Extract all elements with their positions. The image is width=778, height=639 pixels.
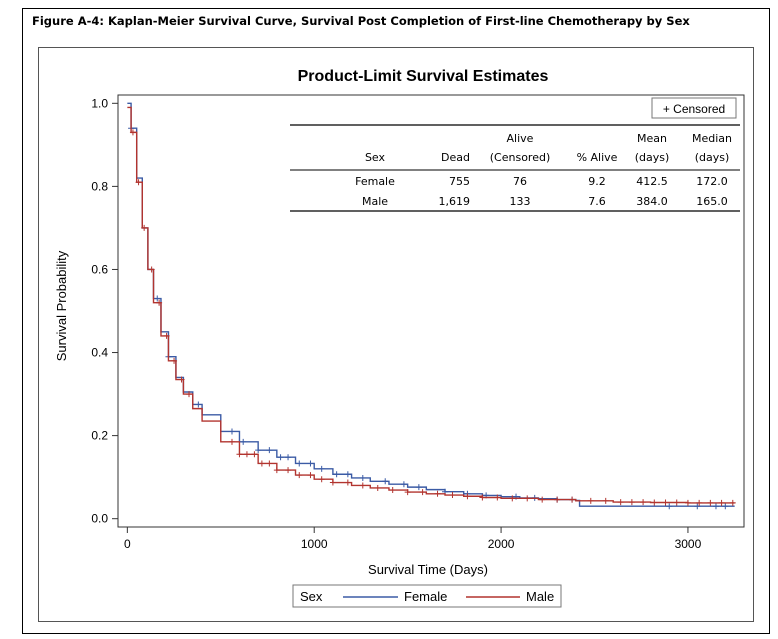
table-header-cell: Dead <box>441 151 470 164</box>
censor-mark-male <box>319 476 325 482</box>
y-axis: 0.0 0.2 0.4 0.6 0.8 1.0 <box>91 96 118 525</box>
censor-mark-male <box>730 500 736 506</box>
table-cell: 1,619 <box>439 195 471 208</box>
censor-mark-female <box>319 466 325 472</box>
censor-mark-male <box>651 499 657 505</box>
censor-mark-male <box>307 472 313 478</box>
censor-mark-male <box>618 499 624 505</box>
table-cell: 412.5 <box>636 175 668 188</box>
censor-mark-male <box>719 500 725 506</box>
censor-mark-female <box>713 503 719 509</box>
censor-mark-male <box>229 439 235 445</box>
x-axis-label: Survival Time (Days) <box>368 562 488 577</box>
censor-mark-female <box>666 503 672 509</box>
censor-mark-male <box>345 480 351 486</box>
censor-mark-male <box>707 500 713 506</box>
table-cell: Female <box>355 175 395 188</box>
y-tick-label: 1.0 <box>91 96 108 110</box>
y-tick-label: 0.0 <box>91 512 108 526</box>
censor-mark-female <box>722 503 728 509</box>
censor-mark-female <box>240 439 246 445</box>
censored-legend-label: + Censored <box>663 102 725 116</box>
censor-mark-male <box>449 492 455 498</box>
censor-mark-female <box>255 447 261 453</box>
censor-mark-female <box>360 475 366 481</box>
censor-mark-female <box>285 454 291 460</box>
table-cell: 172.0 <box>696 175 728 188</box>
censor-mark-male <box>296 472 302 478</box>
x-tick-label: 2000 <box>488 537 515 551</box>
table-header-cell: Alive <box>507 132 534 145</box>
censor-mark-male <box>674 499 680 505</box>
censor-mark-male <box>285 467 291 473</box>
censor-mark-male <box>569 497 575 503</box>
table-header-cell: Sex <box>365 151 386 164</box>
legend-title: Sex <box>300 589 323 604</box>
censor-mark-male <box>390 487 396 493</box>
censor-mark-female <box>307 460 313 466</box>
censor-mark-female <box>278 454 284 460</box>
x-tick-label: 3000 <box>675 537 702 551</box>
table-header-cell: Mean <box>637 132 667 145</box>
censor-mark-male <box>244 451 250 457</box>
y-tick-label: 0.2 <box>91 429 108 443</box>
censor-mark-male <box>330 480 336 486</box>
censor-mark-female <box>266 447 272 453</box>
censor-mark-male <box>251 451 257 457</box>
censor-mark-female <box>229 428 235 434</box>
censor-mark-male <box>603 498 609 504</box>
censor-mark-female <box>345 471 351 477</box>
censor-mark-female <box>296 460 302 466</box>
censor-mark-male <box>640 499 646 505</box>
inset-table: Alive Mean Median Sex Dead (Censored) % Alive (… <box>290 125 740 211</box>
table-header-cell: % Alive <box>577 151 618 164</box>
table-header-cell: (days) <box>695 151 730 164</box>
table-cell: 755 <box>449 175 470 188</box>
table-header-cell: (days) <box>635 151 670 164</box>
censor-mark-male <box>236 451 242 457</box>
y-tick-label: 0.4 <box>91 346 108 360</box>
censor-mark-female <box>382 478 388 484</box>
censor-mark-male <box>524 495 530 501</box>
table-cell: 7.6 <box>588 195 606 208</box>
table-header-cell: (Censored) <box>490 151 551 164</box>
chart-title: Product-Limit Survival Estimates <box>298 68 549 85</box>
censor-mark-male <box>685 500 691 506</box>
censor-mark-male <box>420 489 426 495</box>
y-tick-label: 0.6 <box>91 262 108 276</box>
x-axis: 0 1000 2000 3000 <box>124 527 702 551</box>
table-cell: 384.0 <box>636 195 668 208</box>
table-cell: Male <box>362 195 388 208</box>
x-tick-label: 1000 <box>301 537 328 551</box>
censor-mark-male <box>274 467 280 473</box>
series-line-male <box>127 107 734 502</box>
censor-mark-male <box>360 482 366 488</box>
censor-mark-male <box>588 498 594 504</box>
censor-mark-female <box>334 471 340 477</box>
table-cell: 165.0 <box>696 195 728 208</box>
censor-mark-male <box>435 491 441 497</box>
x-tick-label: 0 <box>124 537 131 551</box>
legend-label-male: Male <box>526 589 554 604</box>
table-cell: 76 <box>513 175 527 188</box>
censor-mark-male <box>554 497 560 503</box>
y-axis-label: Survival Probability <box>54 250 69 361</box>
censor-mark-male <box>375 485 381 491</box>
censor-mark-male <box>539 497 545 503</box>
censor-mark-male <box>663 499 669 505</box>
censor-mark-female <box>401 481 407 487</box>
censor-mark-male <box>266 460 272 466</box>
censor-mark-male <box>259 460 265 466</box>
legend-label-female: Female <box>404 589 447 604</box>
table-cell: 133 <box>510 195 531 208</box>
table-cell: 9.2 <box>588 175 606 188</box>
series-layer <box>127 103 735 509</box>
censor-mark-female <box>416 484 422 490</box>
censor-mark-male <box>629 499 635 505</box>
y-tick-label: 0.8 <box>91 179 108 193</box>
table-header-cell: Median <box>692 132 732 145</box>
censor-mark-female <box>195 401 201 407</box>
